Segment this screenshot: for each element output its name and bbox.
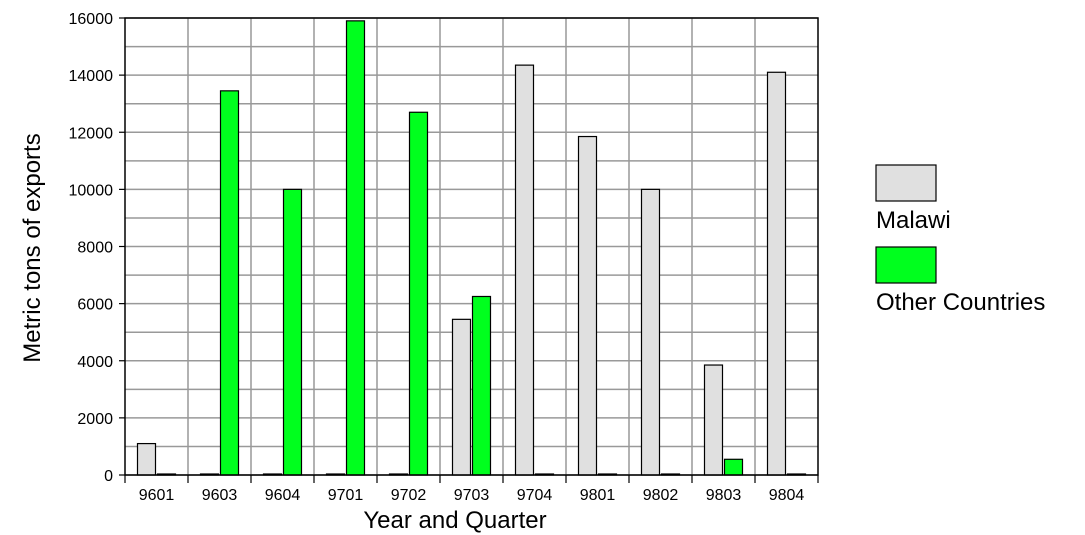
- y-tick-label: 4000: [77, 354, 113, 371]
- bar-malawi-9803: [703, 364, 724, 476]
- x-tick-label-9601: 9601: [139, 487, 175, 504]
- bar-other-countries-9702: [408, 111, 429, 476]
- legend-label-other-countries: Other Countries: [876, 289, 1045, 316]
- y-tick-label: 14000: [69, 68, 114, 85]
- bar-malawi-9601: [136, 442, 157, 476]
- x-tick-label-9801: 9801: [580, 487, 616, 504]
- legend: Malawi Other Countries: [875, 164, 1045, 316]
- grid-lines: [125, 17, 818, 476]
- bar-malawi-9703: [451, 318, 472, 476]
- bar-other-countries-9703: [471, 295, 492, 476]
- y-tick-label: 12000: [69, 125, 114, 142]
- axes: [119, 17, 819, 483]
- x-tick-label-9701: 9701: [328, 487, 364, 504]
- legend-swatch-other-countries: [875, 246, 937, 284]
- y-tick-label: 2000: [77, 411, 113, 428]
- bars: [136, 20, 807, 476]
- legend-swatch-malawi: [875, 164, 937, 202]
- legend-label-malawi: Malawi: [876, 207, 951, 234]
- bar-malawi-9804: [766, 71, 787, 476]
- y-tick-label: 16000: [69, 11, 114, 28]
- bar-malawi-9802: [640, 188, 661, 476]
- y-tick-label: 10000: [69, 182, 114, 199]
- x-tick-label-9703: 9703: [454, 487, 490, 504]
- x-tick-label-9803: 9803: [706, 487, 742, 504]
- bar-other-countries-9603: [219, 90, 240, 476]
- tick-labels: 0 2000 4000 6000 8000 10000 12000 14000 16000 960…: [69, 11, 805, 504]
- bar-other-countries-9803: [723, 458, 744, 476]
- y-tick-label: 8000: [77, 240, 113, 257]
- bar-other-countries-9604: [282, 188, 303, 476]
- x-axis-title: Year and Quarter: [363, 507, 546, 534]
- y-tick-label: 6000: [77, 297, 113, 314]
- x-tick-label-9603: 9603: [202, 487, 238, 504]
- x-tick-label-9804: 9804: [769, 487, 805, 504]
- x-tick-label-9704: 9704: [517, 487, 553, 504]
- y-axis-title: Metric tons of exports: [19, 133, 46, 362]
- bar-malawi-9801: [577, 135, 598, 476]
- x-tick-label-9802: 9802: [643, 487, 679, 504]
- bar-malawi-9704: [514, 64, 535, 476]
- x-tick-label-9702: 9702: [391, 487, 427, 504]
- x-tick-label-9604: 9604: [265, 487, 301, 504]
- bar-other-countries-9701: [345, 20, 366, 476]
- y-tick-label: 0: [104, 468, 113, 485]
